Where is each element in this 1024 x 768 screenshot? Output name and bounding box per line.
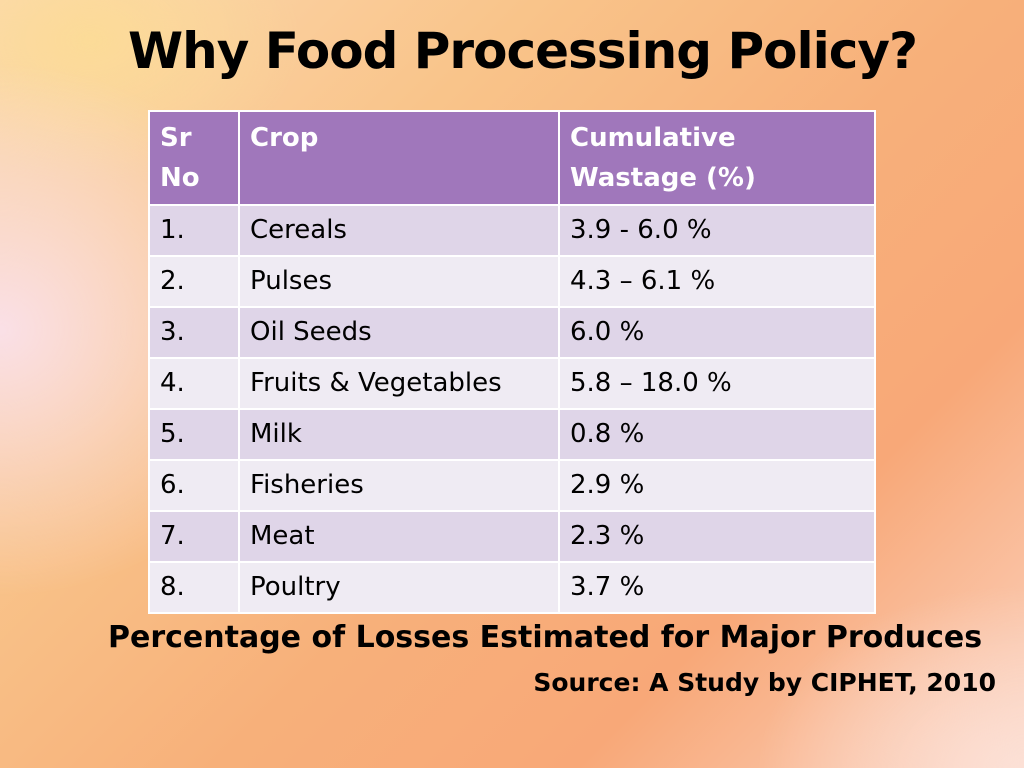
cell-sr-no: 7.: [148, 510, 240, 563]
cell-crop: Milk: [238, 408, 560, 461]
table-row: 7. Meat 2.3 %: [148, 510, 876, 563]
cell-sr-no: 8.: [148, 561, 240, 614]
cell-wastage: 6.0 %: [558, 306, 876, 359]
cell-wastage: 5.8 – 18.0 %: [558, 357, 876, 410]
table-caption: Percentage of Losses Estimated for Major…: [108, 620, 983, 655]
header-crop: Crop: [238, 110, 560, 206]
slide-title: Why Food Processing Policy?: [128, 22, 918, 80]
cell-crop: Cereals: [238, 204, 560, 257]
cell-wastage: 4.3 – 6.1 %: [558, 255, 876, 308]
cell-crop: Fruits & Vegetables: [238, 357, 560, 410]
cell-wastage: 2.9 %: [558, 459, 876, 512]
table-row: 1. Cereals 3.9 - 6.0 %: [148, 204, 876, 257]
source-note: Source: A Study by CIPHET, 2010: [533, 668, 996, 697]
cell-sr-no: 1.: [148, 204, 240, 257]
table-row: 8. Poultry 3.7 %: [148, 561, 876, 614]
cell-crop: Oil Seeds: [238, 306, 560, 359]
cell-crop: Meat: [238, 510, 560, 563]
cell-sr-no: 2.: [148, 255, 240, 308]
table-row: 4. Fruits & Vegetables 5.8 – 18.0 %: [148, 357, 876, 410]
cell-sr-no: 4.: [148, 357, 240, 410]
cell-sr-no: 5.: [148, 408, 240, 461]
cell-sr-no: 3.: [148, 306, 240, 359]
table-row: 2. Pulses 4.3 – 6.1 %: [148, 255, 876, 308]
header-wastage: Cumulative Wastage (%): [558, 110, 876, 206]
cell-crop: Poultry: [238, 561, 560, 614]
cell-wastage: 2.3 %: [558, 510, 876, 563]
header-sr-no: Sr No: [148, 110, 240, 206]
cell-wastage: 0.8 %: [558, 408, 876, 461]
cell-wastage: 3.9 - 6.0 %: [558, 204, 876, 257]
cell-wastage: 3.7 %: [558, 561, 876, 614]
table-header-row: Sr No Crop Cumulative Wastage (%): [148, 110, 876, 206]
cell-crop: Fisheries: [238, 459, 560, 512]
cell-sr-no: 6.: [148, 459, 240, 512]
cell-crop: Pulses: [238, 255, 560, 308]
table-row: 5. Milk 0.8 %: [148, 408, 876, 461]
wastage-table: Sr No Crop Cumulative Wastage (%) 1. Cere…: [148, 110, 876, 614]
table-row: 3. Oil Seeds 6.0 %: [148, 306, 876, 359]
table-row: 6. Fisheries 2.9 %: [148, 459, 876, 512]
